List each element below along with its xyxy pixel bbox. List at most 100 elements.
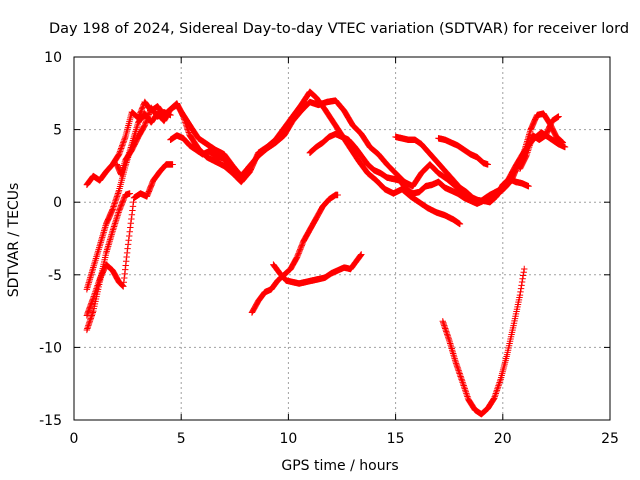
data-point-marker [126,228,133,235]
data-point-marker [116,148,124,155]
data-point-marker [295,248,303,256]
chart-title: Day 198 of 2024, Sidereal Day-to-day VTE… [49,21,629,37]
data-point [525,183,532,190]
data-point-marker [495,382,502,389]
axis-ticks: 0 5 10 15 20 25 -15 -10 -5 0 5 10 [39,50,619,447]
data-point-marker [129,207,136,214]
data-point [559,139,567,146]
data-point-marker [492,390,500,397]
data-point-marker [519,275,526,282]
data-point [555,113,562,120]
data-point-marker [461,383,468,391]
data-point [456,220,464,228]
data-point [516,291,524,299]
y-tick-label: 5 [53,123,62,139]
data-point-marker [129,203,137,210]
data-point-marker [520,269,527,276]
x-tick-label: 10 [279,431,297,447]
data-point-marker [464,393,471,400]
data-series [248,191,341,316]
data-point-marker [118,201,125,208]
y-tick-label: 10 [44,50,62,66]
data-series [167,132,249,183]
data-point [561,143,569,151]
data-point-marker [495,380,503,388]
data-point-marker [463,391,471,399]
data-point-marker [463,390,470,397]
y-tick-label: -5 [48,268,62,284]
data-point-marker [117,203,124,211]
x-tick-label: 0 [70,431,79,447]
data-point-marker [294,252,301,260]
data-series [306,130,532,207]
data-point-marker [137,109,144,116]
data-point [167,111,174,119]
data-point-marker [128,215,135,223]
data-point [126,190,133,197]
data-point-marker [117,145,125,152]
data-series [113,104,174,178]
data-series [270,251,365,287]
data-point-marker [119,199,126,207]
x-tick-label: 20 [494,431,512,447]
x-tick-label: 5 [177,431,186,447]
y-tick-label: -15 [39,413,62,429]
data-point-marker [299,240,306,248]
data-point-marker [119,282,126,289]
data-point-marker [124,241,132,248]
data-point [293,254,301,261]
data-point-marker [459,380,467,388]
data-point-marker [298,242,305,249]
y-axis-label: SDTVAR / TECUs [6,183,22,298]
data-point-marker [518,282,525,289]
data-point [90,294,97,302]
y-tick-label: -10 [39,340,62,356]
data-point-marker [462,387,469,394]
data-point-marker [294,251,302,258]
data-point [124,245,131,252]
data-point-marker [119,282,126,290]
data-layer [83,88,569,418]
data-point-marker [130,198,137,206]
data-point-marker [127,224,134,231]
data-point [521,265,528,273]
data-point-marker [121,136,128,143]
data-point [358,251,365,258]
data-point [491,395,498,402]
x-axis-label: GPS time / hours [281,458,398,474]
data-point [169,161,176,168]
data-point-marker [517,285,525,292]
data-point-marker [128,211,136,218]
data-point [242,169,249,177]
data-series [83,88,464,228]
data-point-marker [517,288,524,296]
data-point-marker [125,236,132,244]
data-point-marker [297,244,304,252]
data-point-marker [138,106,145,114]
data-point [115,151,123,158]
data-point-marker [137,108,145,115]
data-point-marker [494,384,502,391]
data-series [439,265,528,418]
plot-frame [73,56,611,421]
data-point-marker [493,387,501,394]
data-point-marker [120,138,128,145]
data-point [458,377,466,384]
data-point-marker [116,205,124,212]
data-point [484,161,491,168]
data-point-marker [519,272,527,279]
data-point-marker [117,202,125,209]
x-tick-label: 15 [387,431,405,447]
data-point-marker [494,385,501,392]
data-point-marker [138,105,146,112]
data-point [115,207,123,215]
grid [74,57,610,420]
data-point-marker [459,379,466,386]
data-series [516,113,562,173]
data-point-marker [496,379,503,386]
data-point-marker [118,143,125,151]
data-point-marker [116,149,123,157]
data-series [435,135,491,168]
data-point-marker [493,388,500,396]
